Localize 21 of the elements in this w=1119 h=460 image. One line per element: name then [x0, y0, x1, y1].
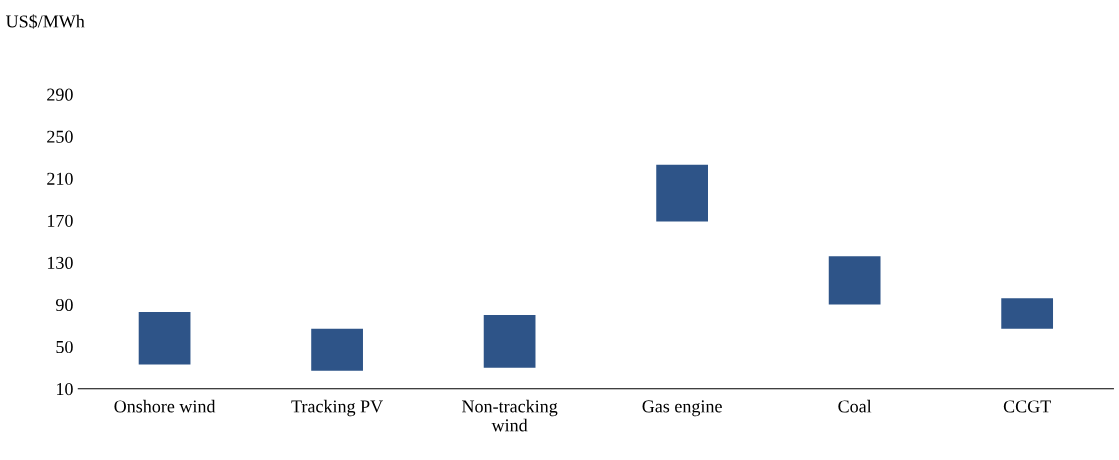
- y-tick-label: 130: [47, 256, 73, 269]
- y-tick-label: 290: [47, 88, 73, 101]
- bar: [483, 315, 536, 368]
- bar: [656, 164, 708, 222]
- y-tick-label: 10: [57, 382, 73, 396]
- x-tick-label: Gas engine: [642, 400, 722, 417]
- x-tick-label: Tracking PV: [291, 399, 383, 417]
- y-tick-label: 210: [47, 172, 73, 185]
- bar: [138, 311, 191, 365]
- y-axis-title: US$/MWh: [5, 14, 85, 29]
- y-tick-label: 90: [55, 298, 73, 312]
- x-tick-label: Non-tracking wind: [462, 399, 558, 432]
- y-tick-label: 50: [56, 340, 73, 354]
- x-tick-label: CCGT: [1003, 400, 1051, 413]
- bar: [311, 328, 363, 371]
- x-tick-label: Onshore wind: [114, 399, 216, 413]
- x-tick-label: Coal: [838, 399, 872, 413]
- y-tick-label: 170: [47, 214, 73, 227]
- bar: [1001, 298, 1054, 329]
- bar: [828, 256, 881, 305]
- y-tick-label: 250: [47, 130, 73, 143]
